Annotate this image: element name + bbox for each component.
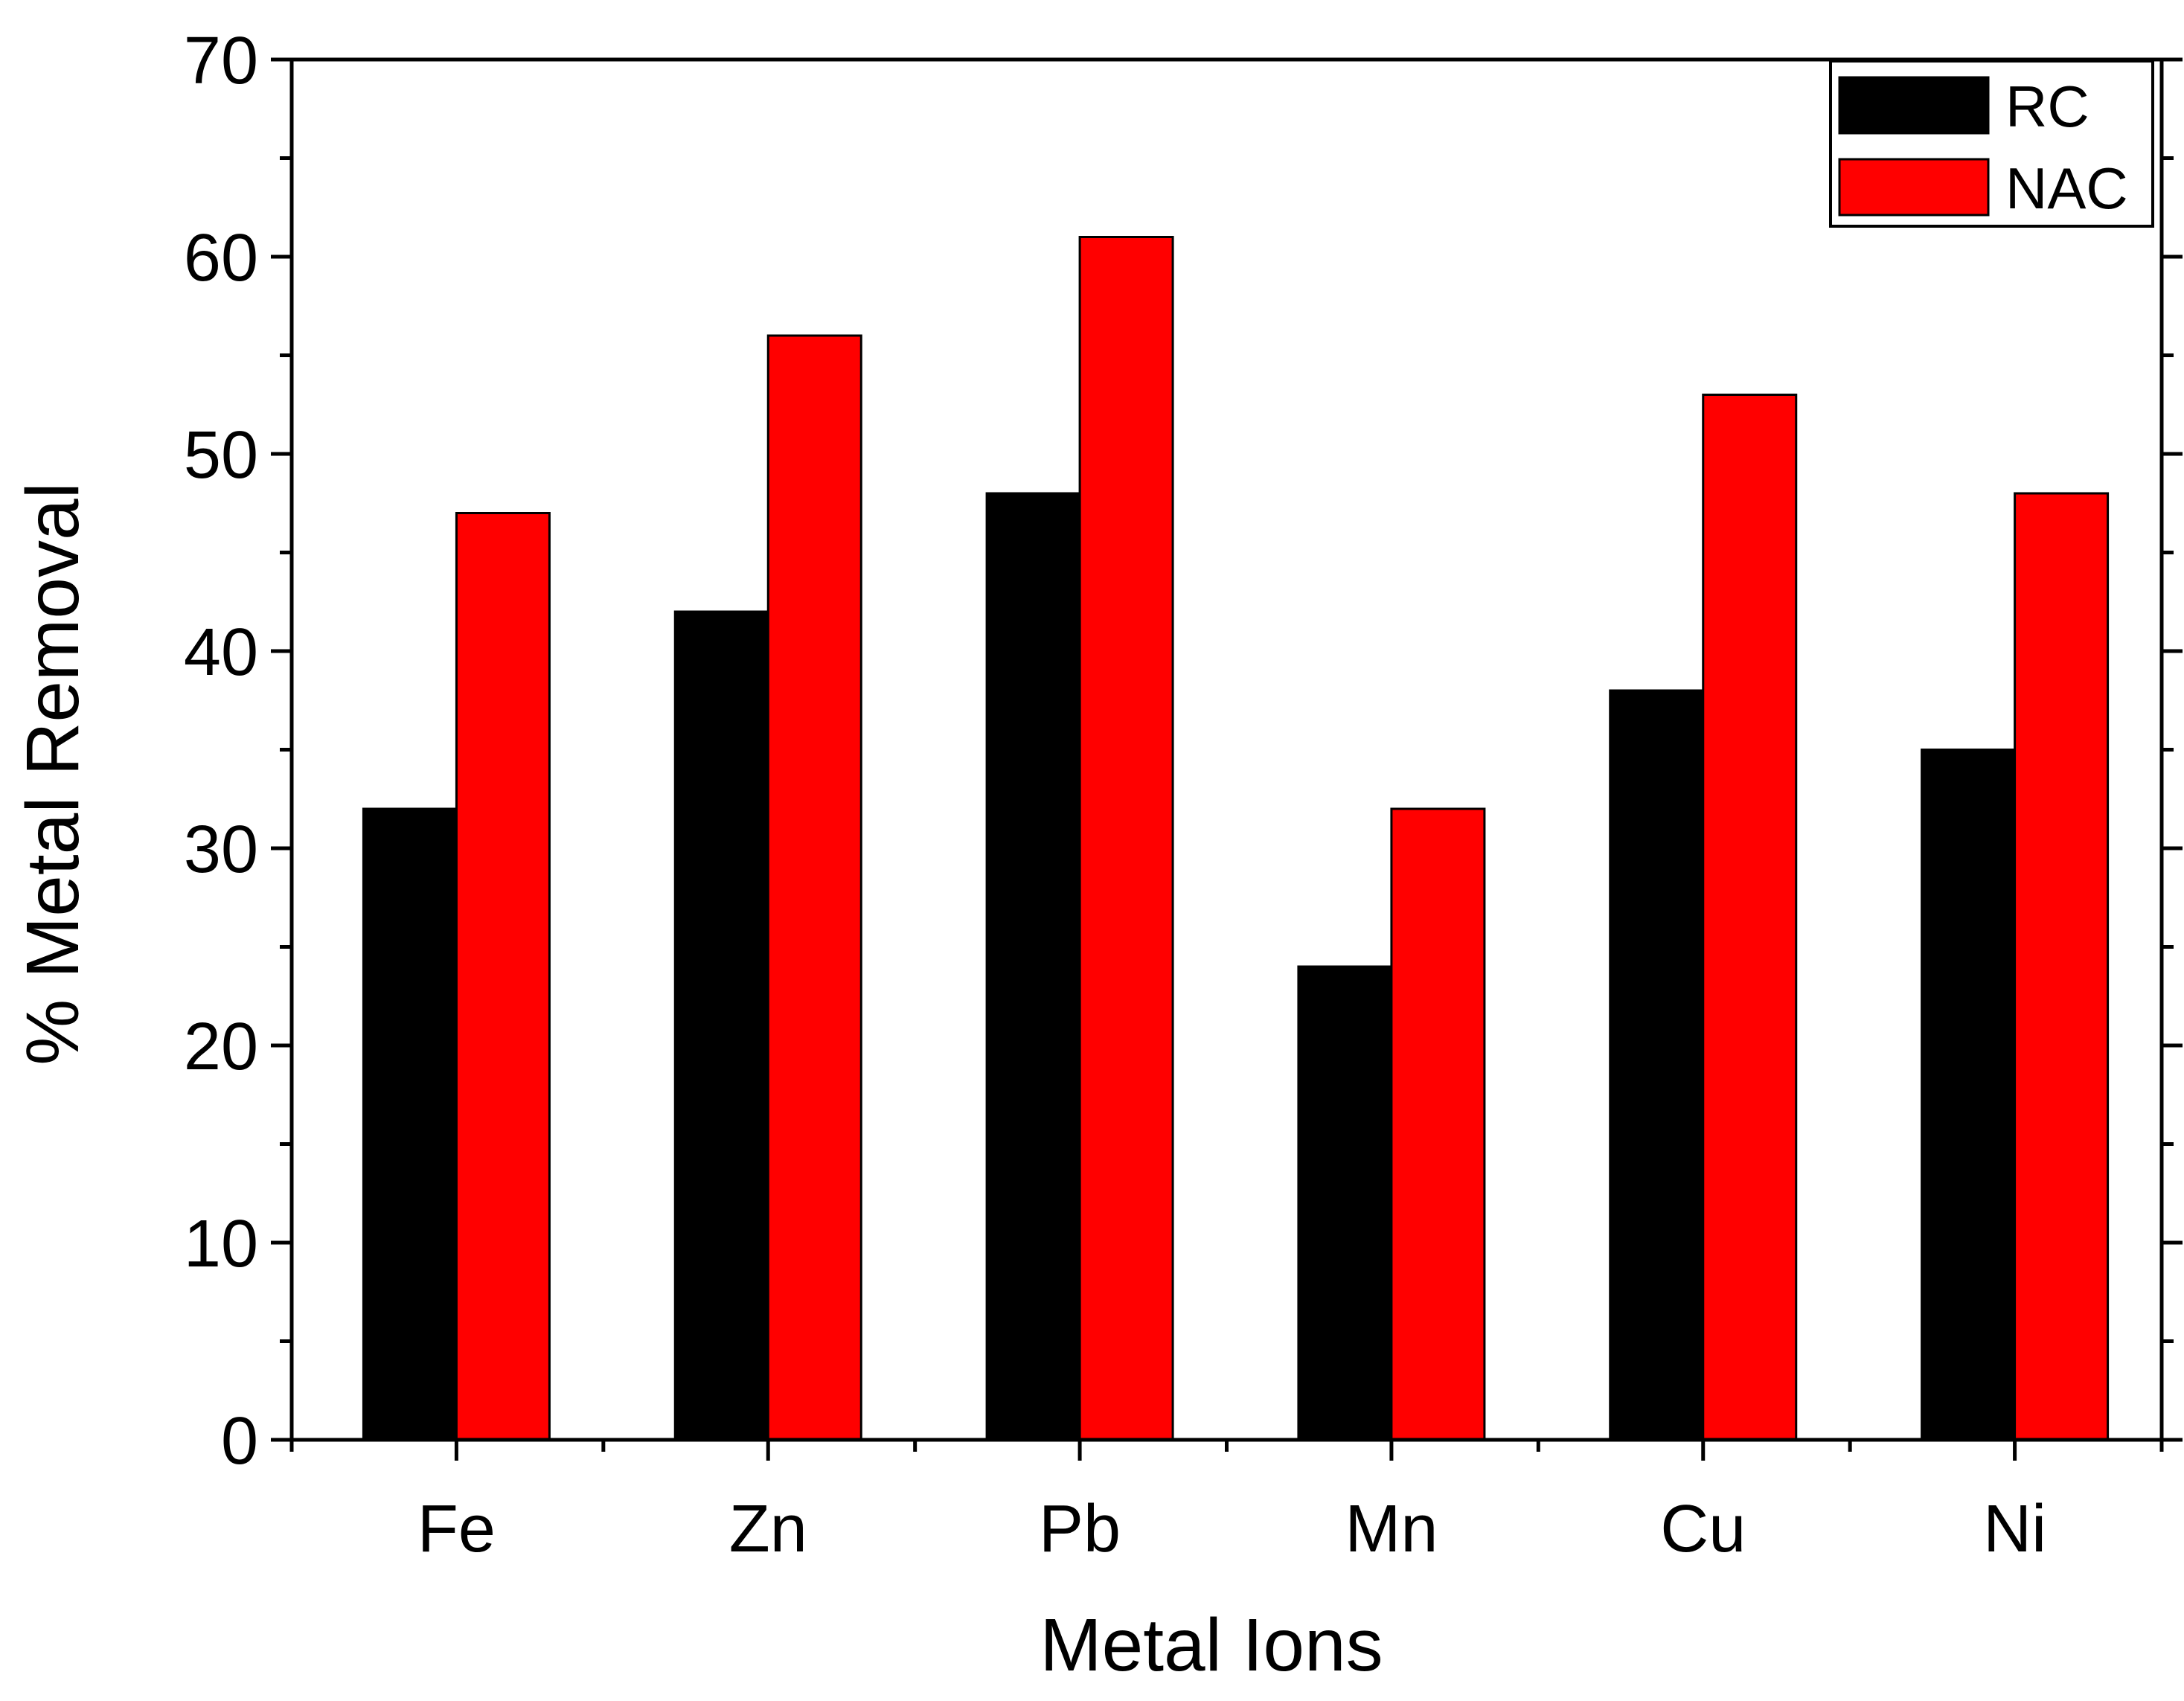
bars-layer bbox=[362, 236, 2110, 1441]
y-tick-label-0: 0 bbox=[221, 1404, 258, 1479]
legend-swatch-rc bbox=[1838, 76, 1990, 135]
y-tick-label-50: 50 bbox=[184, 418, 258, 493]
bar-rc-pb bbox=[985, 492, 1081, 1441]
plot-frame bbox=[289, 57, 2164, 1442]
bar-rc-zn bbox=[673, 610, 769, 1441]
bar-nac-zn bbox=[766, 334, 862, 1441]
x-tick-label-zn: Zn bbox=[729, 1492, 807, 1566]
legend: RC NAC bbox=[1829, 60, 2154, 228]
bar-rc-fe bbox=[362, 807, 458, 1441]
bar-rc-cu bbox=[1609, 689, 1705, 1441]
legend-label-nac: NAC bbox=[2005, 156, 2128, 221]
x-tick-label-ni: Ni bbox=[1983, 1492, 2046, 1566]
y-tick-label-60: 60 bbox=[184, 221, 258, 295]
bar-nac-mn bbox=[1390, 807, 1486, 1441]
y-tick-label-30: 30 bbox=[184, 813, 258, 887]
bar-rc-ni bbox=[1921, 749, 2017, 1441]
bar-nac-fe bbox=[455, 512, 551, 1441]
x-tick-label-mn: Mn bbox=[1345, 1492, 1438, 1566]
x-tick-label-cu: Cu bbox=[1660, 1492, 1746, 1566]
y-tick-label-20: 20 bbox=[184, 1010, 258, 1084]
x-tick-label-pb: Pb bbox=[1039, 1492, 1121, 1566]
y-tick-label-70: 70 bbox=[184, 24, 258, 98]
bar-nac-pb bbox=[1078, 236, 1174, 1441]
y-axis-title: % Metal Removal bbox=[11, 482, 95, 1066]
bar-nac-ni bbox=[2014, 492, 2110, 1441]
x-axis-title: Metal Ions bbox=[1040, 1604, 1383, 1687]
x-tick-label-fe: Fe bbox=[417, 1492, 496, 1566]
legend-label-rc: RC bbox=[2005, 74, 2089, 139]
bar-rc-mn bbox=[1297, 965, 1393, 1441]
y-tick-label-40: 40 bbox=[184, 615, 258, 690]
axes-layer: 0 10 20 30 40 50 60 70 Fe Zn Pb Mn Cu Ni bbox=[184, 24, 2183, 1566]
bar-nac-cu bbox=[1702, 394, 1798, 1441]
legend-swatch-nac bbox=[1838, 158, 1990, 217]
y-tick-label-10: 10 bbox=[184, 1207, 258, 1281]
